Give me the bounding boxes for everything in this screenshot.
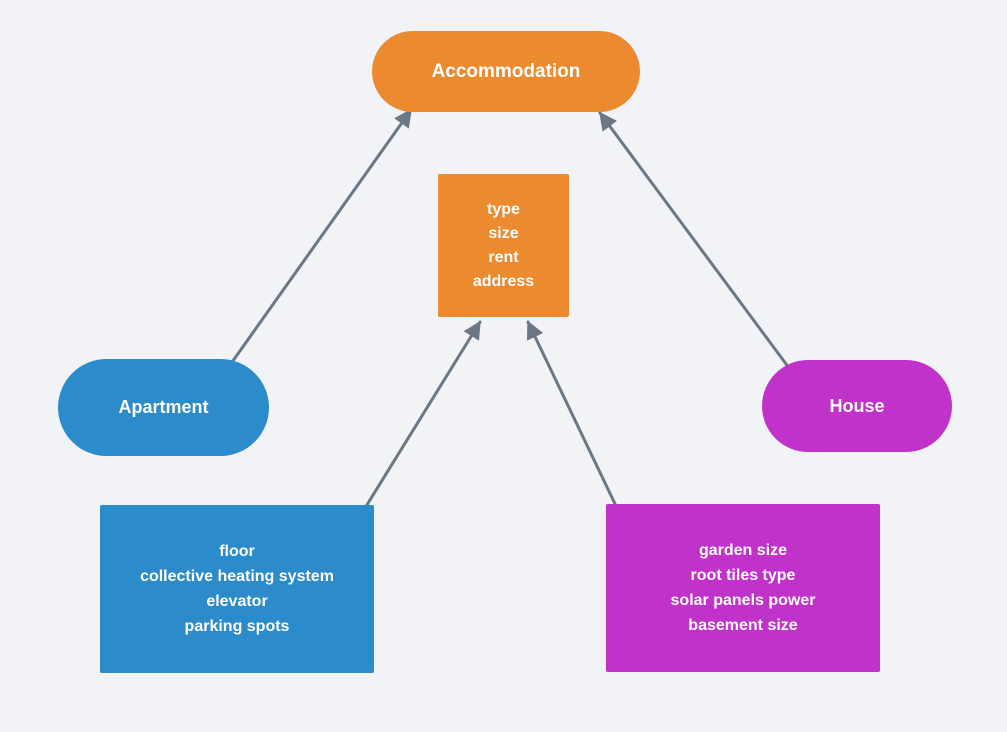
edge-0 <box>225 110 411 372</box>
node-apartment-line: Apartment <box>118 397 208 418</box>
node-apartment-attrs-line: elevator <box>206 593 267 611</box>
node-apartment-attrs: floor collective heating system elevator pa… <box>100 505 374 673</box>
node-shared-attrs-line: address <box>473 273 534 291</box>
node-shared-attrs-line: type <box>487 201 520 219</box>
node-house-attrs-line: garden size <box>699 542 787 560</box>
node-apartment-attrs-line: parking spots <box>185 618 290 636</box>
node-shared-attrs-line: size <box>488 225 518 243</box>
node-accommodation: Accommodation <box>372 31 640 112</box>
node-house-attrs-line: basement size <box>688 617 797 635</box>
node-house-line: House <box>829 396 884 417</box>
node-house: House <box>762 360 952 452</box>
diagram-canvas: Accommodation type size rent address Apartmen… <box>0 0 1007 732</box>
edge-3 <box>528 322 617 508</box>
node-house-attrs: garden size root tiles type solar panels p… <box>606 504 880 672</box>
edge-2 <box>365 322 480 508</box>
node-apartment: Apartment <box>58 359 269 456</box>
edge-1 <box>600 113 792 372</box>
node-shared-attrs: type size rent address <box>438 174 569 317</box>
node-shared-attrs-line: rent <box>488 249 518 267</box>
node-apartment-attrs-line: collective heating system <box>140 568 334 586</box>
node-apartment-attrs-line: floor <box>219 543 255 561</box>
node-house-attrs-line: solar panels power <box>671 592 816 610</box>
node-accommodation-line: Accommodation <box>432 61 581 83</box>
node-house-attrs-line: root tiles type <box>691 567 796 585</box>
